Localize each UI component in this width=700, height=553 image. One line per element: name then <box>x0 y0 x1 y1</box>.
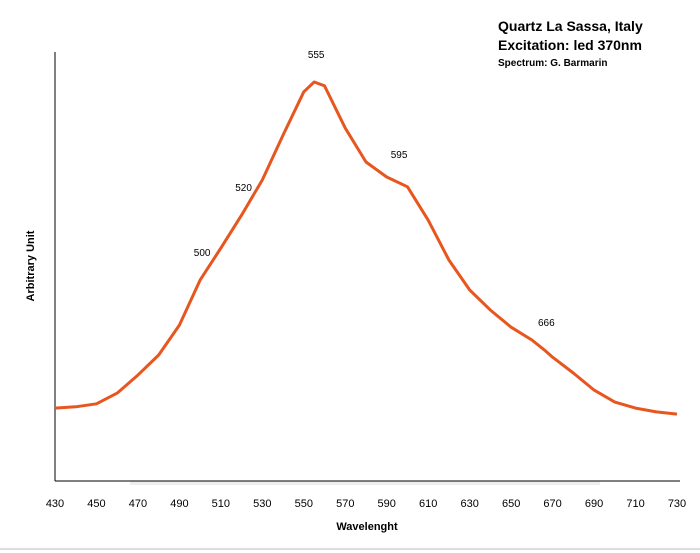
peak-annotation: 595 <box>391 150 408 161</box>
x-tick-label: 490 <box>170 498 188 510</box>
spectrum-line <box>54 80 678 416</box>
chart-title: Excitation: led 370nm <box>498 37 642 53</box>
peak-annotation: 500 <box>194 248 211 259</box>
x-tick-label: 590 <box>378 498 396 510</box>
peak-annotation: 520 <box>235 183 252 194</box>
x-tick-label: 630 <box>460 498 478 510</box>
x-tick-label: 550 <box>295 498 313 510</box>
chart-subtitle: Spectrum: G. Barmarin <box>498 58 607 69</box>
chart-title: Quartz La Sassa, Italy <box>498 18 643 34</box>
x-tick-label: 730 <box>668 498 686 510</box>
x-axis-label: Wavelenght <box>336 521 398 533</box>
x-tick-label: 650 <box>502 498 520 510</box>
x-tick-label: 610 <box>419 498 437 510</box>
x-tick-label: 710 <box>626 498 644 510</box>
peak-annotation: 555 <box>308 50 325 61</box>
x-tick-label: 530 <box>253 498 271 510</box>
x-tick-label: 690 <box>585 498 603 510</box>
x-tick-label: 450 <box>87 498 105 510</box>
peak-annotation: 666 <box>538 318 555 329</box>
axis-shadow <box>130 481 600 485</box>
x-tick-label: 670 <box>543 498 561 510</box>
x-tick-label: 570 <box>336 498 354 510</box>
x-tick-label: 510 <box>212 498 230 510</box>
x-tick-label: 470 <box>129 498 147 510</box>
x-tick-label: 430 <box>46 498 64 510</box>
y-axis-label: Arbitrary Unit <box>25 230 37 301</box>
